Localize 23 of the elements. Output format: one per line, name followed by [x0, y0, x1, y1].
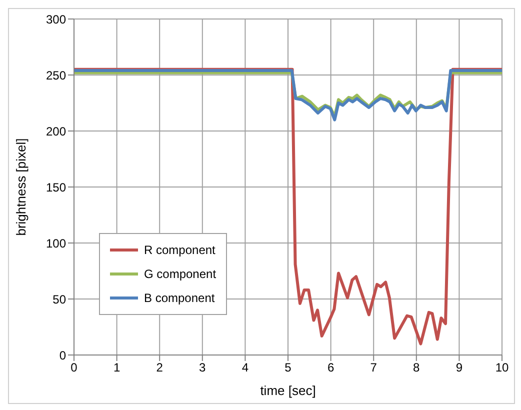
y-tick-label: 250 [46, 68, 66, 82]
legend-label: R component [144, 243, 216, 257]
legend-label: B component [144, 291, 215, 305]
x-tick-label: 10 [495, 360, 509, 375]
x-tick-label: 4 [242, 360, 249, 375]
x-tick-label: 3 [199, 360, 206, 375]
x-axis-title: time [sec] [260, 383, 316, 398]
y-tick-label: 300 [46, 12, 66, 26]
x-tick-label: 8 [413, 360, 420, 375]
y-tick-label: 50 [52, 292, 66, 306]
x-tick-label: 9 [456, 360, 463, 375]
y-axis-title: brightness [pixel] [14, 138, 29, 236]
x-tick-label: 0 [70, 360, 78, 375]
y-tick-label: 0 [59, 348, 66, 362]
y-tick-label: 100 [46, 236, 66, 250]
y-tick-label: 200 [46, 124, 66, 138]
legend-label: G component [144, 267, 216, 281]
x-tick-label: 7 [370, 360, 378, 375]
x-tick-label: 5 [284, 360, 292, 375]
y-tick-label: 150 [46, 180, 66, 194]
x-tick-label: 1 [113, 360, 120, 375]
x-tick-label: 2 [156, 360, 164, 375]
x-tick-label: 6 [327, 360, 334, 375]
